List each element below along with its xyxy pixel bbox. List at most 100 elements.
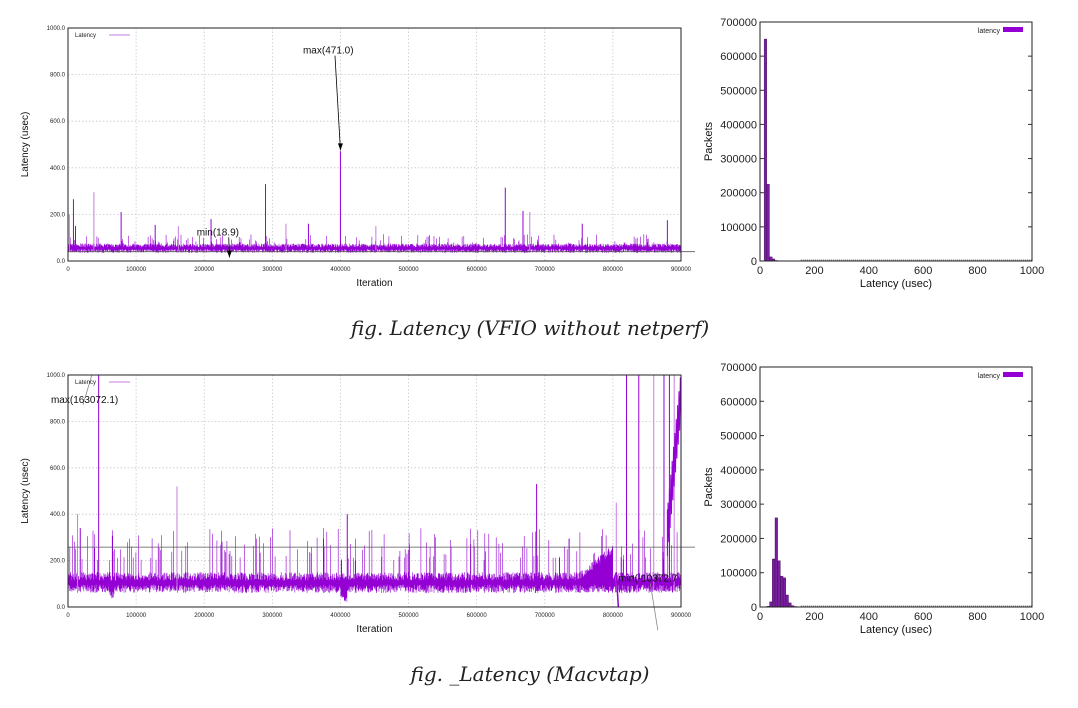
x-tick-label: 200000 <box>194 613 215 619</box>
y-tick-label: 0 <box>751 602 757 614</box>
legend-label: latency <box>978 373 1001 380</box>
y-tick-label: 0.0 <box>57 259 66 265</box>
y-tick-label: 400.0 <box>50 166 66 172</box>
y-axis-label: Latency (usec) <box>20 112 31 178</box>
caption-macvtap: fig. _Latency (Macvtap) <box>410 662 650 686</box>
y-axis-label: Packets <box>703 467 715 507</box>
histogram-bar <box>772 558 776 608</box>
x-tick-label: 800000 <box>603 613 624 619</box>
y-tick-label: 200000 <box>720 188 757 200</box>
histogram-bar <box>769 256 773 262</box>
plot-frame <box>759 366 1033 608</box>
legend-swatch <box>1003 27 1023 32</box>
x-tick-label: 600000 <box>467 267 488 273</box>
y-tick-label: 0.0 <box>57 605 66 611</box>
x-axis-label: Latency (usec) <box>860 278 932 290</box>
x-tick-label: 600 <box>914 611 932 623</box>
y-tick-label: 700000 <box>720 362 757 374</box>
x-axis-label: Latency (usec) <box>860 624 932 636</box>
x-tick-label: 400000 <box>330 267 351 273</box>
y-axis-label: Latency (usec) <box>20 458 31 524</box>
x-tick-label: 600000 <box>467 613 488 619</box>
y-tick-label: 500000 <box>720 85 757 97</box>
x-tick-label: 900000 <box>671 267 692 273</box>
y-tick-label: 100000 <box>720 222 757 234</box>
y-tick-label: 500000 <box>720 431 757 443</box>
plot-frame <box>759 21 1033 262</box>
y-tick-label: 200000 <box>720 533 757 545</box>
histogram-bar <box>766 183 770 262</box>
y-tick-label: 800.0 <box>50 419 66 425</box>
plot-frame <box>67 374 682 608</box>
y-tick-label: 600.0 <box>50 466 66 472</box>
legend-label: latency <box>978 28 1001 35</box>
histogram-bar <box>782 577 786 608</box>
x-tick-label: 300000 <box>262 613 283 619</box>
x-tick-label: 0 <box>66 613 70 619</box>
plot-frame <box>67 27 682 262</box>
x-tick-label: 1000 <box>1020 265 1044 277</box>
latency-series-band <box>68 234 681 253</box>
legend-swatch <box>1003 372 1023 377</box>
y-tick-label: 1000.0 <box>47 26 66 32</box>
y-tick-label: 100000 <box>720 568 757 580</box>
y-tick-label: 600.0 <box>50 119 66 125</box>
x-tick-label: 900000 <box>671 613 692 619</box>
y-tick-label: 400000 <box>720 465 757 477</box>
latency-tail-rise <box>666 377 682 556</box>
annotation-arrow <box>82 374 93 405</box>
y-tick-label: 1000.0 <box>47 373 66 379</box>
x-tick-label: 100000 <box>126 613 147 619</box>
x-tick-label: 500000 <box>399 613 420 619</box>
annotation-label: min(18.9) <box>197 227 239 238</box>
x-tick-label: 400 <box>860 265 878 277</box>
x-axis-label: Iteration <box>356 624 392 635</box>
annotation-label: max(471.0) <box>303 46 354 57</box>
histogram-bar <box>788 602 792 608</box>
x-tick-label: 600 <box>914 265 932 277</box>
arrow-head <box>337 143 343 151</box>
x-tick-label: 800 <box>968 265 986 277</box>
latency-series-band <box>68 528 681 602</box>
y-tick-label: 200.0 <box>50 559 66 565</box>
x-tick-label: 1000 <box>1020 611 1044 623</box>
x-tick-label: 500000 <box>399 267 420 273</box>
histogram-bar <box>763 38 767 262</box>
histogram-bar <box>769 601 773 608</box>
y-tick-label: 300000 <box>720 154 757 166</box>
annotation-arrow <box>334 55 341 151</box>
annotation-label: min(-10372.7 <box>618 573 677 584</box>
histogram-bar <box>777 560 781 608</box>
y-tick-label: 400.0 <box>50 512 66 518</box>
x-tick-label: 100000 <box>126 267 147 273</box>
x-tick-label: 400000 <box>330 613 351 619</box>
arrow-head <box>226 250 232 258</box>
y-tick-label: 300000 <box>720 499 757 511</box>
x-tick-label: 200 <box>805 265 823 277</box>
y-tick-label: 800.0 <box>50 73 66 79</box>
x-tick-label: 700000 <box>535 267 556 273</box>
x-tick-label: 0 <box>757 611 763 623</box>
histogram-bar <box>774 517 778 608</box>
x-axis-label: Iteration <box>356 278 392 289</box>
x-tick-label: 200 <box>805 611 823 623</box>
y-tick-label: 600000 <box>720 396 757 408</box>
histogram-bar <box>780 575 784 608</box>
x-tick-label: 800000 <box>603 267 624 273</box>
x-tick-label: 800 <box>968 611 986 623</box>
x-tick-label: 0 <box>66 267 70 273</box>
legend-label: Latency <box>75 33 96 39</box>
x-tick-label: 0 <box>757 265 763 277</box>
y-tick-label: 700000 <box>720 17 757 29</box>
legend-label: Latency <box>75 380 96 386</box>
y-tick-label: 600000 <box>720 51 757 63</box>
y-tick-label: 0 <box>751 256 757 268</box>
y-tick-label: 200.0 <box>50 212 66 218</box>
histogram-bar <box>785 594 789 608</box>
x-tick-label: 400 <box>860 611 878 623</box>
y-axis-label: Packets <box>703 121 715 161</box>
latency-drop <box>615 572 620 608</box>
caption-vfio: fig. Latency (VFIO without netperf) <box>350 316 710 340</box>
x-tick-label: 300000 <box>262 267 283 273</box>
